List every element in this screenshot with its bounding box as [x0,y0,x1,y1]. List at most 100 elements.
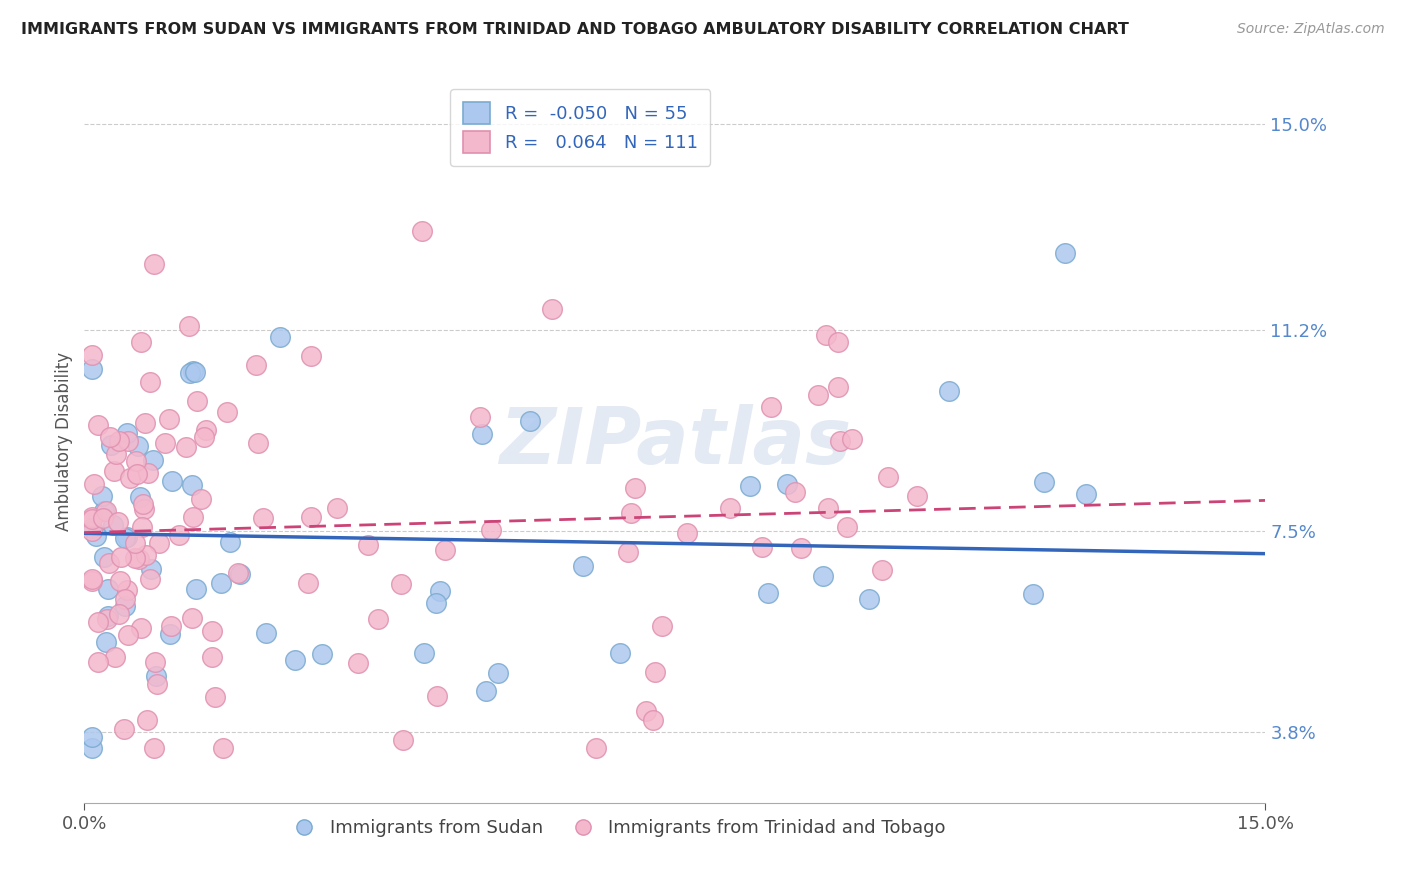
Point [104,650,127,665]
Point [142,453,165,467]
Point [269,329,291,343]
Point [114,532,136,546]
Point [139,572,162,586]
Point [160,475,183,489]
Y-axis label: Ambulatory Disability: Ambulatory Disability [55,352,73,531]
Point [247,436,270,450]
Point [82,524,104,539]
Point [117,582,139,597]
Point [128,490,150,504]
Point [117,434,139,448]
Point [93,504,115,518]
Point [226,566,249,580]
Point [100,438,122,452]
Point [429,584,451,599]
Point [229,567,252,582]
Point [644,665,666,679]
Point [135,548,157,562]
Point [179,367,201,381]
Point [132,497,155,511]
Point [201,650,224,665]
Point [86,529,108,543]
Point [160,619,183,633]
Point [145,668,167,682]
Point [157,412,180,426]
Point [132,502,155,516]
Point [124,535,146,549]
Point [114,592,136,607]
Point [1032,475,1054,489]
Point [146,676,169,690]
Point [98,556,121,570]
Point [107,515,129,529]
Point [117,426,139,441]
Point [82,512,104,526]
Point [184,582,207,597]
Point [83,477,105,491]
Point [114,599,136,614]
Point [194,424,217,438]
Point [98,430,121,444]
Point [817,500,839,515]
Point [905,489,928,503]
Point [112,722,135,736]
Point [186,394,208,409]
Point [193,430,215,444]
Point [1054,245,1077,260]
Point [82,510,104,524]
Point [326,501,349,516]
Point [110,550,132,565]
Point [807,388,830,402]
Point [827,379,849,393]
Point [82,741,104,756]
Legend: Immigrants from Sudan, Immigrants from Trinidad and Tobago: Immigrants from Sudan, Immigrants from T… [280,812,952,845]
Point [609,646,631,660]
Point [620,506,643,520]
Point [148,535,170,549]
Point [190,492,212,507]
Point [177,318,200,333]
Point [297,575,319,590]
Text: Source: ZipAtlas.com: Source: ZipAtlas.com [1237,22,1385,37]
Point [789,541,811,555]
Point [718,500,741,515]
Point [184,366,207,380]
Point [94,504,117,518]
Point [125,467,148,481]
Point [815,327,838,342]
Point [870,563,893,577]
Point [91,490,114,504]
Point [254,626,277,640]
Point [141,562,163,576]
Point [103,464,125,478]
Point [134,417,156,431]
Point [877,470,900,484]
Point [217,405,239,419]
Point [470,410,492,425]
Point [136,467,159,481]
Point [347,656,370,670]
Point [433,543,456,558]
Point [124,551,146,566]
Point [837,520,859,534]
Point [180,611,202,625]
Point [82,348,104,362]
Point [245,359,267,373]
Point [204,690,226,704]
Point [389,577,412,591]
Point [101,518,124,533]
Point [136,713,159,727]
Point [425,596,447,610]
Point [115,530,138,544]
Point [181,364,204,378]
Point [776,477,799,491]
Point [117,628,139,642]
Point [426,689,449,703]
Point [1022,587,1045,601]
Point [86,615,108,629]
Point [201,624,224,638]
Point [108,607,131,621]
Point [830,434,852,448]
Point [827,335,849,350]
Point [643,713,665,727]
